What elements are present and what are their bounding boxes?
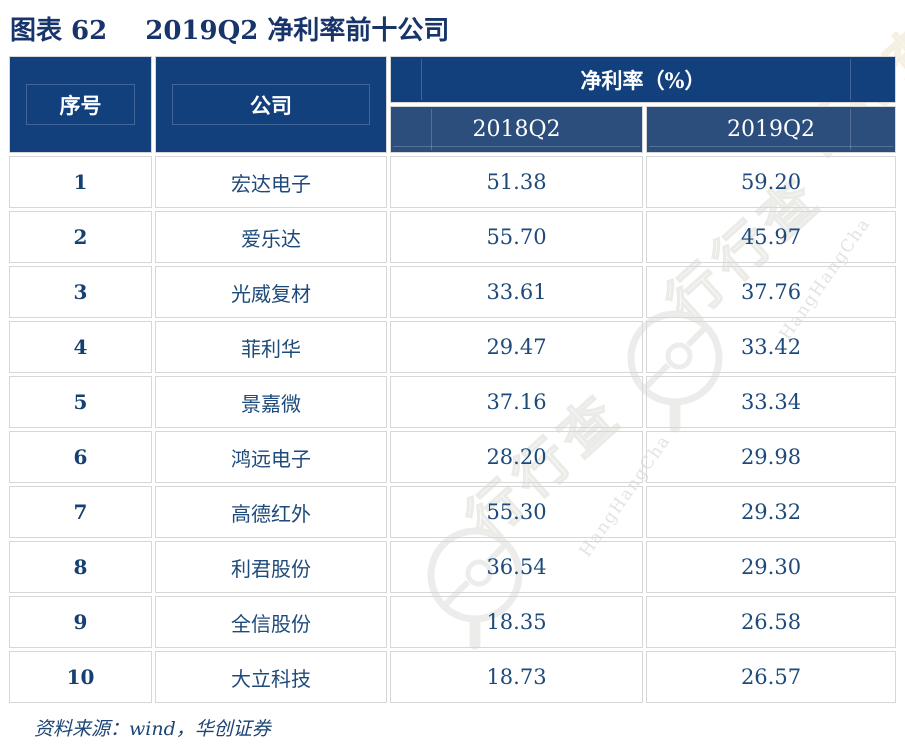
- header-2019q2: 2019Q2: [646, 106, 896, 153]
- value-2019q2-cell: 33.42: [646, 321, 896, 373]
- rank-cell: 3: [9, 266, 152, 318]
- value-2019q2-cell: 29.30: [646, 541, 896, 593]
- table-body: 1 宏达电子 51.38 59.20 2 爱乐达 55.70 45.97 3 光…: [9, 156, 896, 703]
- header-rank: 序号: [9, 56, 152, 153]
- company-cell: 爱乐达: [155, 211, 387, 263]
- company-cell: 光威复材: [155, 266, 387, 318]
- company-cell: 宏达电子: [155, 156, 387, 208]
- value-2018q2-cell: 55.70: [390, 211, 643, 263]
- value-2018q2-cell: 36.54: [390, 541, 643, 593]
- company-cell: 菲利华: [155, 321, 387, 373]
- table-row: 1 宏达电子 51.38 59.20: [9, 156, 896, 208]
- table-row: 5 景嘉微 37.16 33.34: [9, 376, 896, 428]
- value-2019q2-cell: 59.20: [646, 156, 896, 208]
- table-row: 7 高德红外 55.30 29.32: [9, 486, 896, 538]
- value-2018q2-cell: 33.61: [390, 266, 643, 318]
- header-2019q2-label: 2019Q2: [726, 117, 816, 142]
- value-2018q2-cell: 18.35: [390, 596, 643, 648]
- value-2019q2-cell: 29.32: [646, 486, 896, 538]
- header-metric-group: 净利率（%）: [390, 56, 896, 103]
- rank-cell: 6: [9, 431, 152, 483]
- header-rank-label: 序号: [59, 92, 102, 118]
- table-row: 2 爱乐达 55.70 45.97: [9, 211, 896, 263]
- rank-cell: 4: [9, 321, 152, 373]
- value-2019q2-cell: 29.98: [646, 431, 896, 483]
- value-2018q2-cell: 29.47: [390, 321, 643, 373]
- company-cell: 高德红外: [155, 486, 387, 538]
- value-2018q2-cell: 18.73: [390, 651, 643, 703]
- value-2019q2-cell: 37.76: [646, 266, 896, 318]
- company-cell: 大立科技: [155, 651, 387, 703]
- value-2019q2-cell: 33.34: [646, 376, 896, 428]
- rank-cell: 5: [9, 376, 152, 428]
- company-cell: 景嘉微: [155, 376, 387, 428]
- table-row: 4 菲利华 29.47 33.42: [9, 321, 896, 373]
- rank-cell: 10: [9, 651, 152, 703]
- table-row: 9 全信股份 18.35 26.58: [9, 596, 896, 648]
- rank-cell: 7: [9, 486, 152, 538]
- value-2018q2-cell: 28.20: [390, 431, 643, 483]
- header-company-label: 公司: [250, 92, 292, 118]
- header-metric-group-label: 净利率（%）: [580, 67, 706, 93]
- table-row: 6 鸿远电子 28.20 29.98: [9, 431, 896, 483]
- net-margin-table: 序号 公司 净利率（%） 2018Q2 2019Q2: [6, 53, 899, 706]
- value-2018q2-cell: 37.16: [390, 376, 643, 428]
- table-row: 3 光威复材 33.61 37.76: [9, 266, 896, 318]
- table-header: 序号 公司 净利率（%） 2018Q2 2019Q2: [9, 56, 896, 153]
- rank-cell: 2: [9, 211, 152, 263]
- company-cell: 全信股份: [155, 596, 387, 648]
- figure-title: 图表 62 2019Q2 净利率前十公司: [10, 10, 449, 47]
- table-row: 10 大立科技 18.73 26.57: [9, 651, 896, 703]
- rank-cell: 1: [9, 156, 152, 208]
- company-cell: 利君股份: [155, 541, 387, 593]
- source-note: 资料来源：wind，华创证券: [34, 718, 271, 740]
- value-2019q2-cell: 26.57: [646, 651, 896, 703]
- company-cell: 鸿远电子: [155, 431, 387, 483]
- value-2018q2-cell: 51.38: [390, 156, 643, 208]
- header-2018q2-label: 2018Q2: [472, 117, 561, 142]
- figure-label: 图表 62: [10, 16, 108, 46]
- value-2019q2-cell: 45.97: [646, 211, 896, 263]
- rank-cell: 8: [9, 541, 152, 593]
- table-row: 8 利君股份 36.54 29.30: [9, 541, 896, 593]
- rank-cell: 9: [9, 596, 152, 648]
- value-2018q2-cell: 55.30: [390, 486, 643, 538]
- header-company: 公司: [155, 56, 387, 153]
- value-2019q2-cell: 26.58: [646, 596, 896, 648]
- header-2018q2: 2018Q2: [390, 106, 643, 153]
- figure-name: 2019Q2 净利率前十公司: [145, 16, 450, 46]
